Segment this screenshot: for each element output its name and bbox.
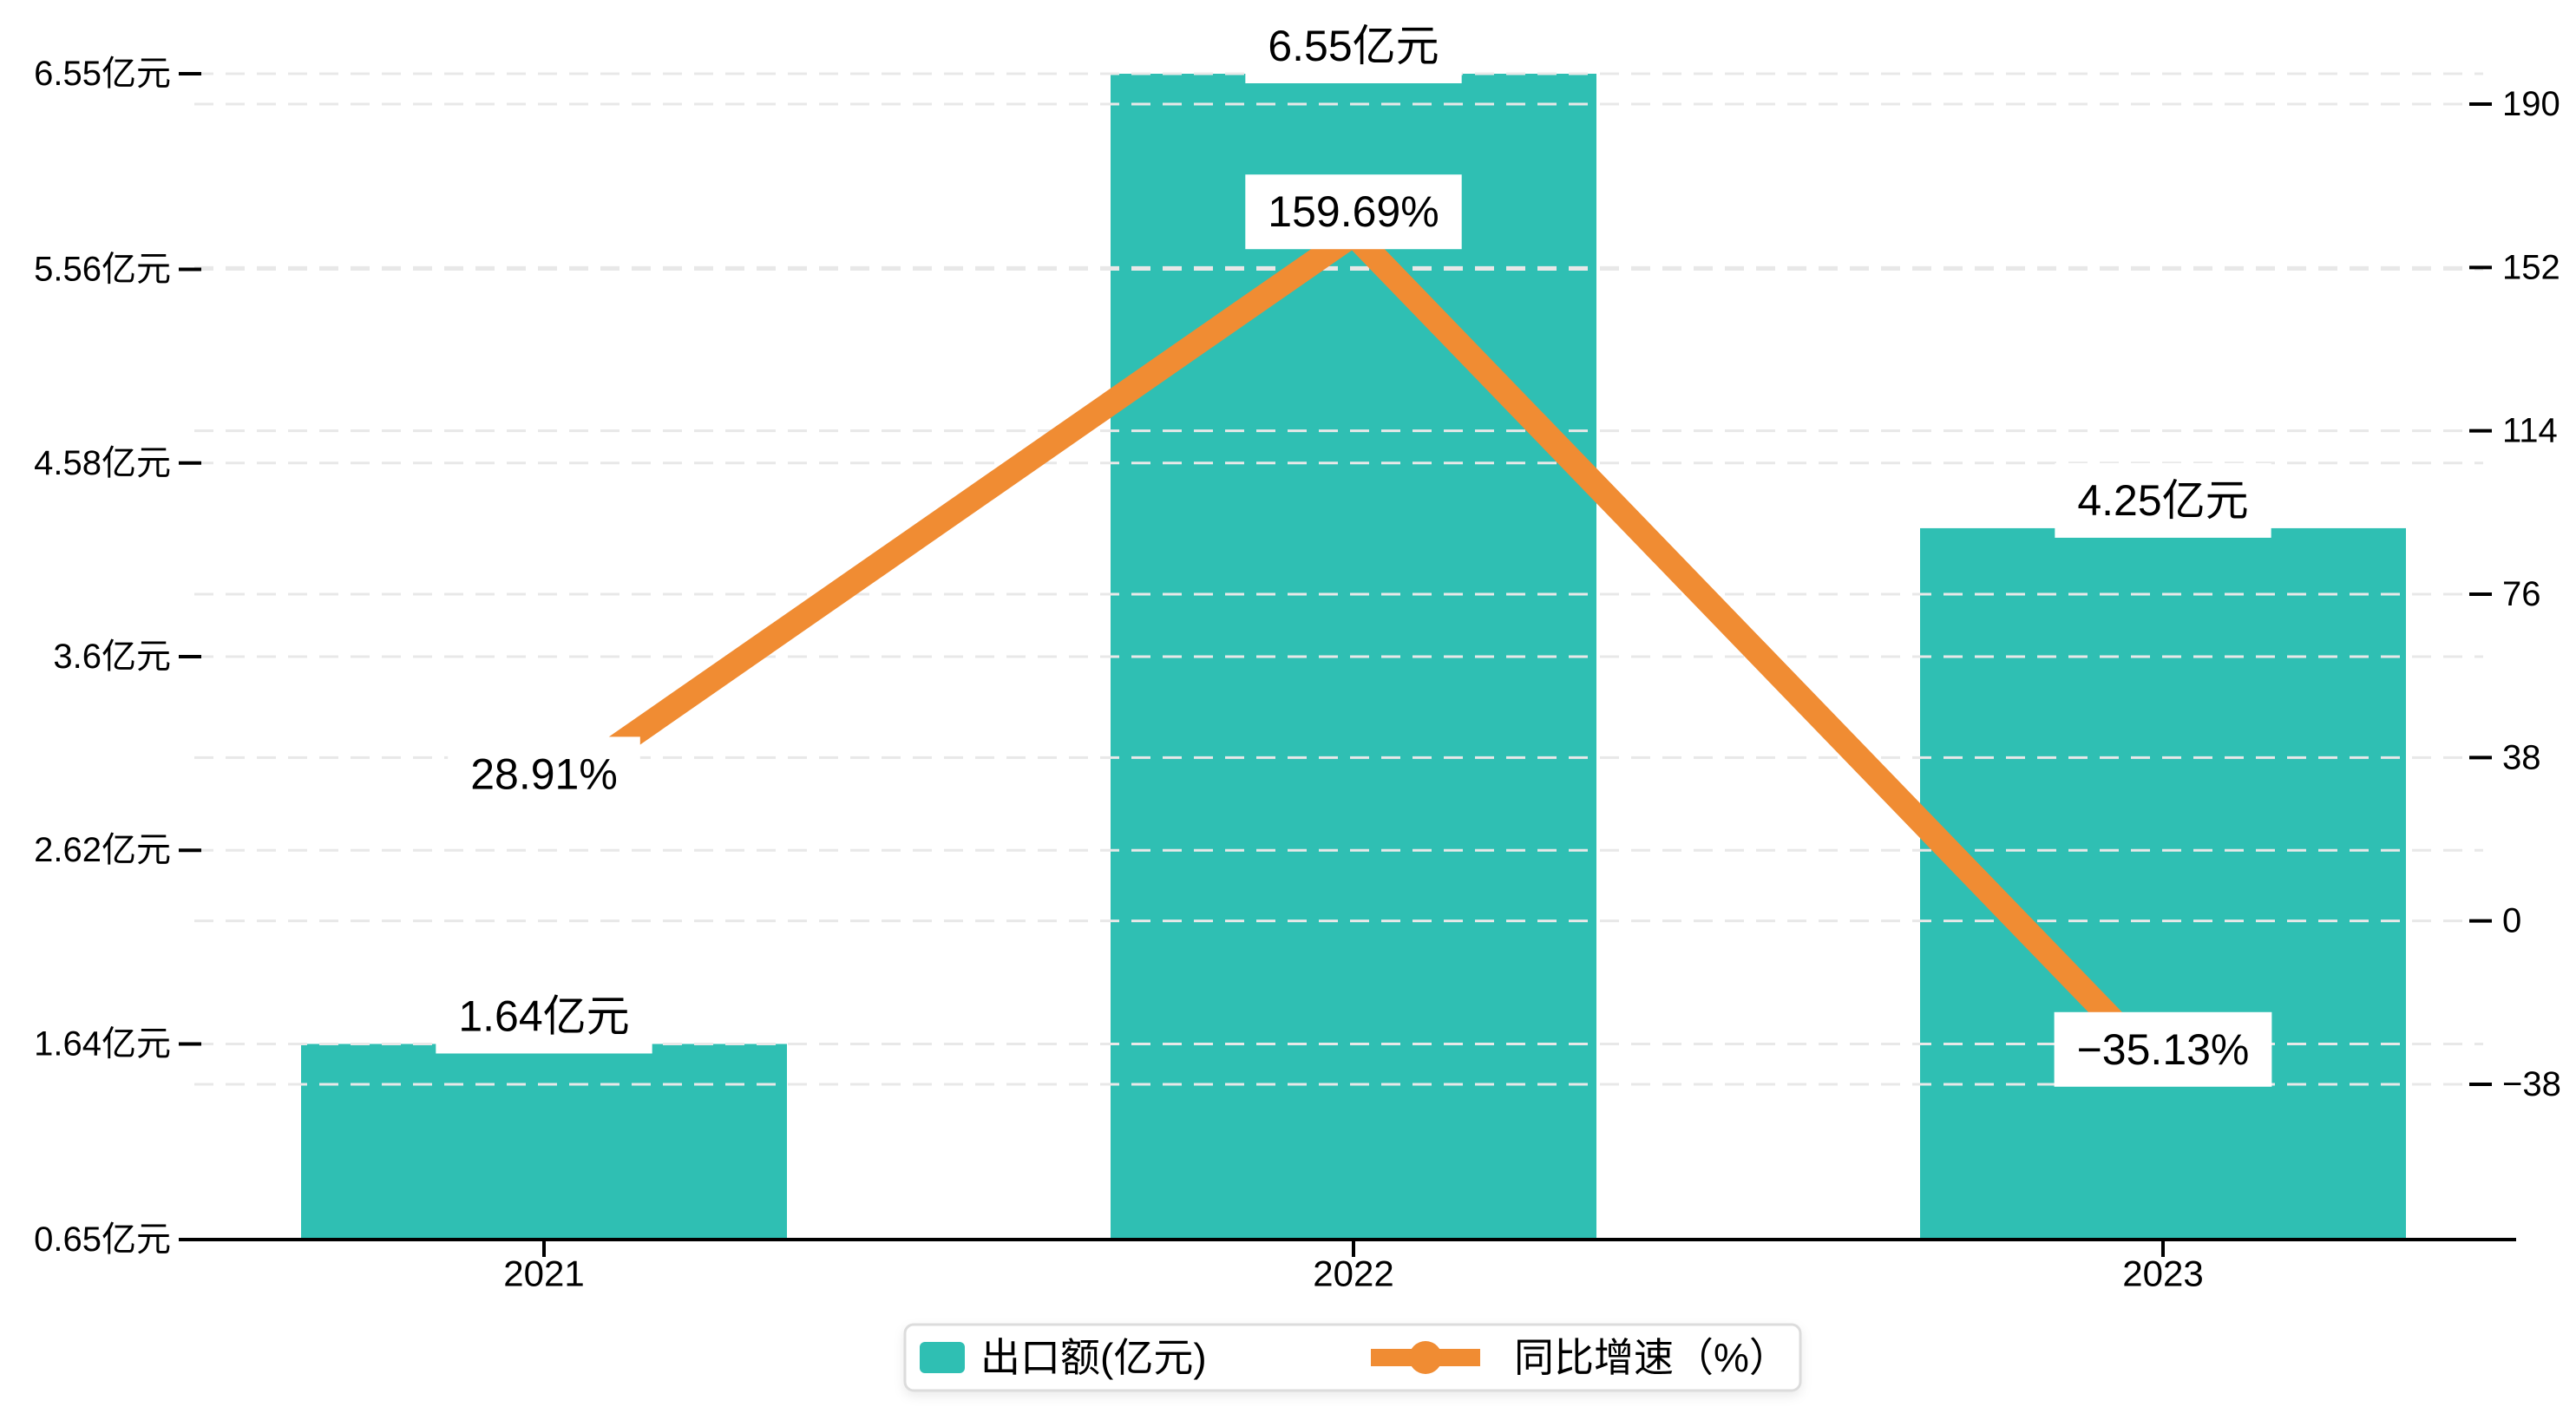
x-axis-label-2023: 2023 [2122,1253,2203,1294]
growth-value-label-2021-box [448,736,640,812]
right-axis-label: 190 [2502,85,2560,123]
right-axis-label: 114 [2502,412,2558,450]
left-axis-label: 1.64亿元 [34,1024,171,1063]
left-axis-label: 4.58亿元 [34,444,171,482]
bar-value-label-2022-box [1245,9,1462,83]
left-axis-label: 2.62亿元 [34,831,171,869]
legend-label-growth-rate: 同比增速（%） [1514,1335,1789,1380]
bar-value-label-2023: 4.25亿元 [2077,476,2248,525]
bar-2021[interactable] [301,1044,787,1240]
legend-dot-icon [1409,1341,1442,1374]
legend-item-export-value[interactable]: 出口额(亿元) [920,1335,1207,1380]
x-axis-label-2022: 2022 [1313,1253,1393,1294]
left-axis-label: 6.55亿元 [34,55,171,93]
x-axis-label-2021: 2021 [503,1253,584,1294]
right-axis-label: 76 [2502,575,2541,613]
legend-item-growth-rate[interactable]: 同比增速（%） [1371,1335,1789,1380]
growth-value-label-2023: −35.13% [2077,1025,2250,1074]
right-axis-label: 0 [2502,902,2521,940]
legend-label-export-value: 出口额(亿元) [980,1335,1207,1380]
legend-bar-swatch-icon [920,1342,965,1373]
right-axis-label: 38 [2502,738,2541,776]
growth-value-label-2022: 159.69% [1268,187,1439,236]
left-axis-label: 0.65亿元 [34,1220,171,1259]
growth-value-label-2023-box [2054,1011,2272,1087]
growth-value-label-2022-box [1245,174,1462,250]
left-axis-label: 5.56亿元 [34,251,171,289]
right-axis-label: 152 [2502,248,2560,286]
left-axis-label: 3.6亿元 [53,638,171,676]
bar-value-label-2021: 1.64亿元 [458,991,629,1040]
bar-value-label-2023-box [2055,462,2271,538]
legend-box [903,1323,1802,1392]
bar-value-label-2021-box [436,978,652,1054]
right-axis-label: −38 [2502,1065,2561,1103]
bar-value-label-2022: 6.55亿元 [1268,22,1439,70]
bar-2023[interactable] [1920,527,2406,1240]
growth-value-label-2021: 28.91% [470,749,618,798]
